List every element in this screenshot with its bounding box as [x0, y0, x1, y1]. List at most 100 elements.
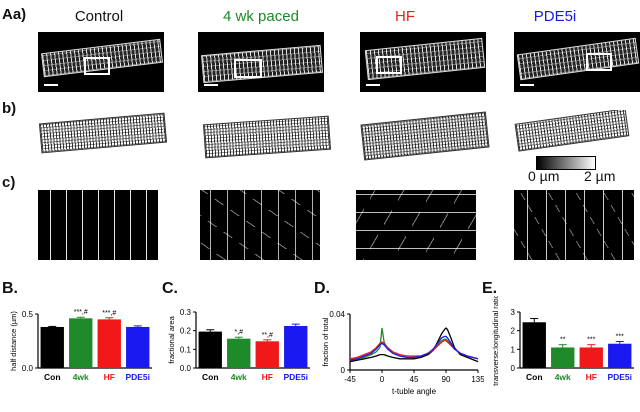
x-axis-label: t-tuble angle	[392, 387, 437, 396]
bar-hf	[97, 319, 121, 368]
cardiomyocyte-distance-map	[514, 110, 630, 152]
y-tick-label: 0.0	[180, 364, 192, 373]
scale-bar	[366, 84, 380, 86]
significance-label: ***,#	[74, 309, 88, 316]
column-header-pde5i: PDE5i	[533, 8, 577, 25]
x-tick-label: Con	[202, 372, 219, 382]
skeleton-4wk-paced	[200, 190, 320, 260]
skeleton-control	[38, 190, 158, 260]
roi-box	[84, 57, 110, 75]
panel-label-c: c)	[2, 174, 16, 191]
panel-label-B: B.	[2, 280, 18, 297]
x-tick-label: 135	[471, 375, 484, 384]
bar-hf	[579, 347, 603, 368]
significance-label: ***	[616, 333, 624, 340]
cell-image-control	[38, 32, 164, 92]
y-tick-label: 0.04	[329, 310, 345, 319]
x-tick-label: PDE5i	[125, 372, 150, 382]
x-tick-label: 4wk	[231, 372, 247, 382]
x-tick-label: HF	[586, 372, 597, 382]
scale-bar	[204, 84, 218, 86]
cell-image-hf	[360, 32, 486, 92]
roi-box	[376, 56, 402, 74]
panel-label-D: D.	[314, 280, 330, 297]
bar-con	[198, 331, 222, 368]
y-tick-label: 3	[511, 308, 516, 317]
x-tick-label: Con	[526, 372, 543, 382]
distance-map-4wk-paced	[200, 110, 332, 166]
y-tick-label: 0.2	[180, 327, 192, 336]
scale-bar	[520, 84, 534, 86]
y-tick-label: 0.3	[180, 308, 192, 317]
significance-label: *,#	[234, 329, 243, 336]
y-axis-label: half distance (µm)	[9, 311, 18, 371]
cardiomyocyte-distance-map	[38, 112, 168, 154]
bar-pde5i	[284, 326, 308, 368]
roi-box	[234, 59, 262, 78]
roi-box	[586, 53, 612, 71]
significance-label: **,#	[262, 332, 273, 339]
cardiomyocyte	[516, 37, 640, 81]
series-line-2	[349, 339, 479, 360]
x-tick-label: 0	[380, 375, 385, 384]
series-line-0	[349, 327, 479, 363]
significance-label: **	[560, 337, 566, 344]
distance-map-hf	[358, 110, 490, 166]
y-tick-label: 0	[511, 364, 516, 373]
column-header-4wk-paced: 4 wk paced	[223, 8, 299, 25]
significance-label: ***	[587, 337, 595, 344]
y-tick-label: 0.1	[180, 345, 192, 354]
x-tick-label: PDE5i	[607, 372, 632, 382]
column-header-hf: HF	[395, 8, 415, 25]
x-tick-label: Con	[44, 372, 61, 382]
colorbar-max-label: 2 µm	[584, 168, 616, 184]
x-tick-label: HF	[104, 372, 115, 382]
x-tick-label: -45	[344, 375, 356, 384]
column-header-control: Control	[74, 8, 124, 25]
y-tick-label: 0.5	[22, 310, 34, 319]
series-line-3	[349, 335, 479, 361]
x-tick-label: 4wk	[555, 372, 571, 382]
distance-colorbar	[536, 156, 596, 170]
chart-transverse-longitudinal-ratio: 0 1 2 3 transverse:longitudinal ratio Con 4wk *…	[491, 296, 634, 386]
x-tick-label: HF	[262, 372, 273, 382]
skeleton-hf	[356, 190, 476, 260]
x-tick-label: 45	[410, 375, 419, 384]
chart-fractional-area: 0.0 0.1 0.2 0.3 fractional area Con 4wk *,# HF **…	[167, 308, 310, 382]
scale-bar	[44, 84, 58, 86]
x-tick-label: 4wk	[73, 372, 89, 382]
panel-label-E: E.	[482, 280, 498, 297]
bar-con	[40, 326, 64, 368]
bar-pde5i	[126, 326, 150, 368]
y-axis-label: fractional area	[167, 315, 176, 363]
bar-pde5i	[608, 343, 632, 368]
bar-hf	[255, 341, 279, 368]
y-tick-label: 0.0	[22, 364, 34, 373]
y-tick-label: 2	[511, 327, 516, 336]
bar-con	[522, 322, 546, 368]
cardiomyocyte-distance-map	[360, 111, 490, 161]
x-tick-label: 90	[442, 375, 451, 384]
cardiomyocyte-distance-map	[202, 115, 332, 159]
y-axis-label: transverse:longitudinal ratio	[491, 296, 500, 386]
bar-4wk	[69, 318, 93, 368]
y-axis-label: fraction of total	[321, 317, 330, 367]
panel-label-C: C.	[162, 280, 178, 297]
panel-label-b: b)	[2, 100, 17, 117]
panel-label-a: Aa)	[2, 6, 27, 23]
colorbar-min-label: 0 µm	[528, 168, 560, 184]
x-tick-label: PDE5i	[283, 372, 308, 382]
skeleton-pde5i	[514, 190, 634, 260]
cell-image-4wk-paced	[198, 32, 324, 92]
bar-4wk	[227, 338, 251, 368]
distance-map-control	[36, 110, 168, 160]
chart-half-distance: 0.0 0.5 half distance (µm) Con 4wk ***,# HF ***…	[9, 309, 152, 382]
cell-image-pde5i	[514, 32, 640, 92]
y-tick-label: 1	[511, 345, 516, 354]
distance-map-pde5i	[512, 110, 632, 152]
bar-4wk	[551, 347, 575, 368]
cardiomyocyte	[201, 44, 323, 84]
significance-label: ***,#	[102, 310, 116, 317]
y-tick-label: 0	[341, 366, 346, 375]
